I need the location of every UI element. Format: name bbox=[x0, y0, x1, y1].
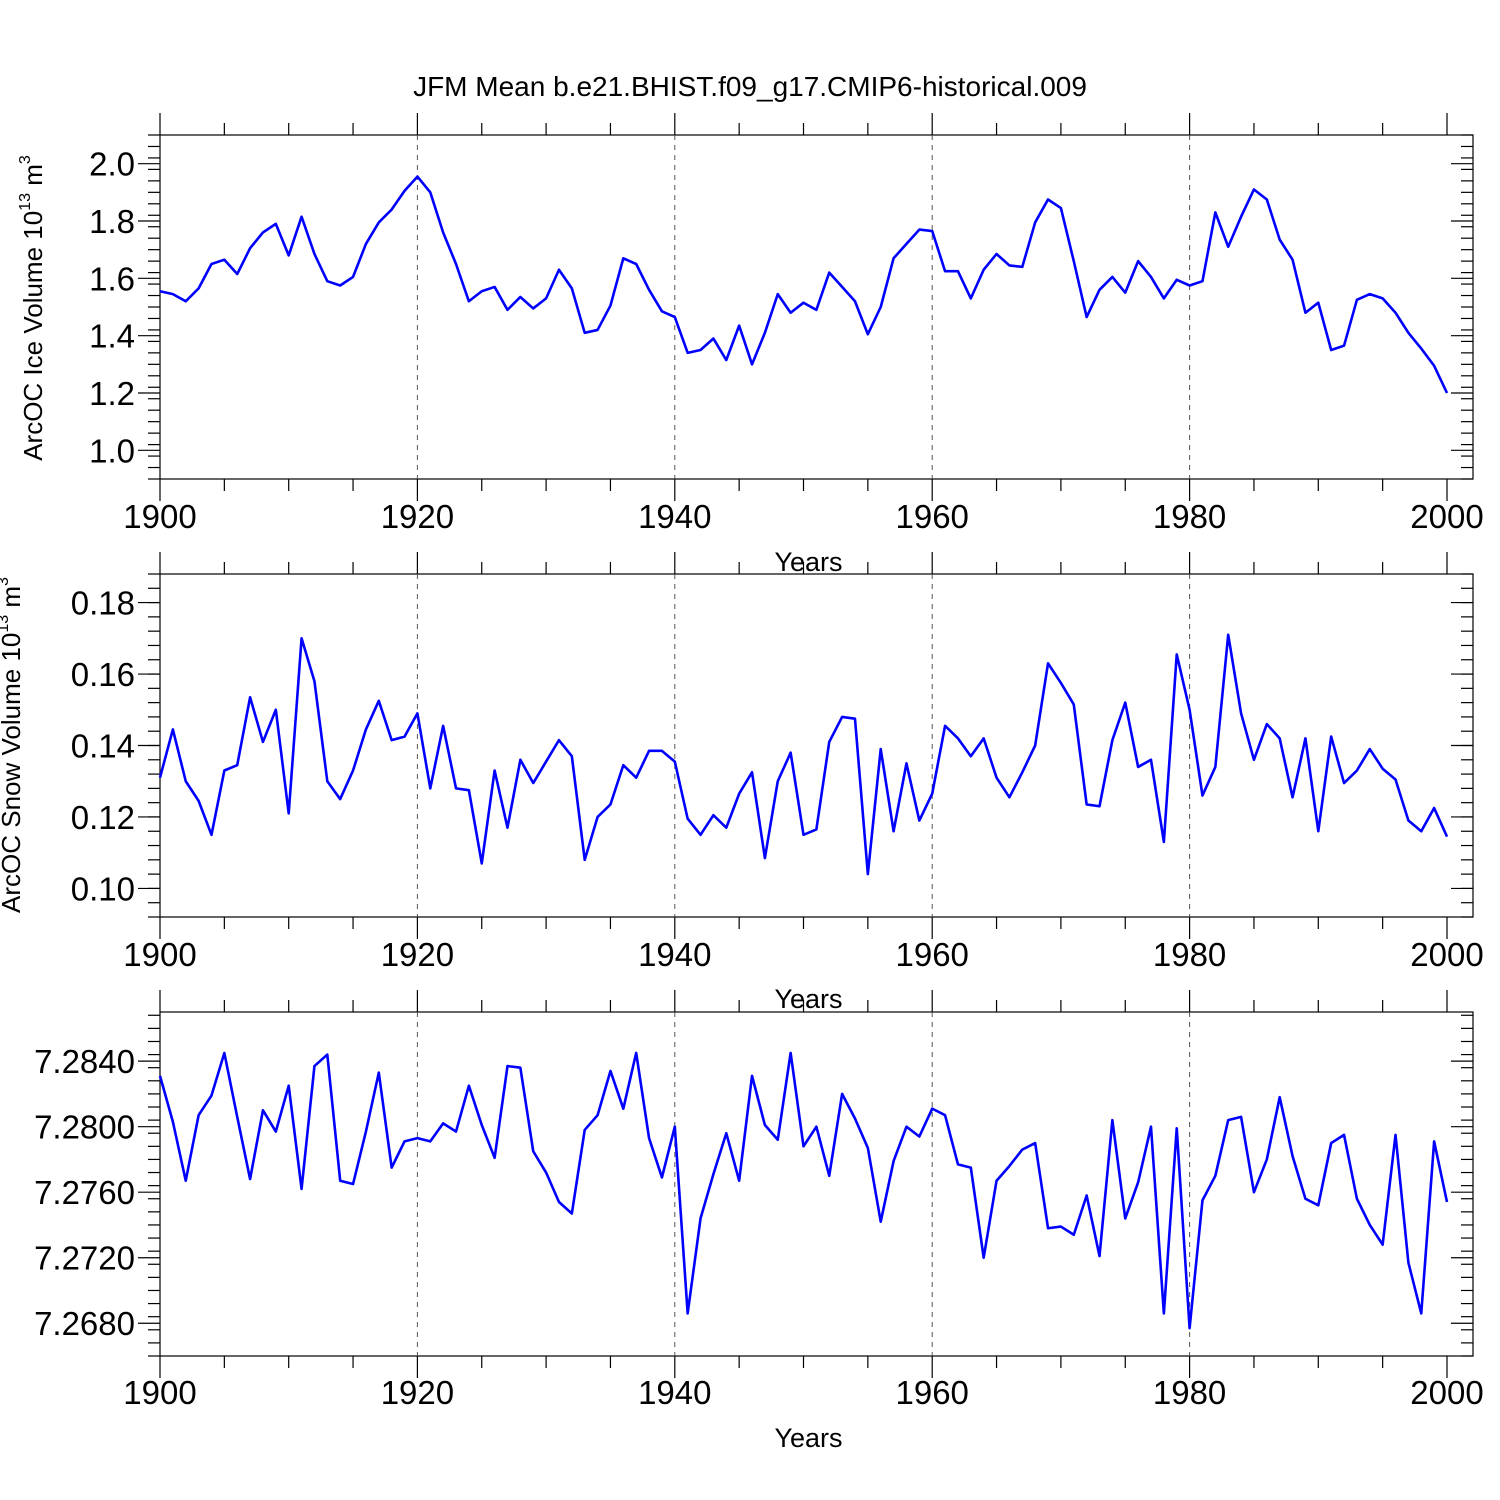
y-axis-label-exponent: 13 bbox=[17, 193, 34, 211]
x-tick-label: 1920 bbox=[381, 1374, 454, 1411]
x-tick-label: 1980 bbox=[1153, 1374, 1226, 1411]
x-axis-label: Years bbox=[774, 1423, 842, 1453]
x-tick-label: 2000 bbox=[1410, 1374, 1483, 1411]
y-axis-label-main: ArcOC Ice Volume 10 bbox=[18, 211, 48, 461]
y-tick-label: 1.2 bbox=[89, 375, 135, 412]
figure-title: JFM Mean b.e21.BHIST.f09_g17.CMIP6-histo… bbox=[413, 71, 1087, 102]
y-tick-label: 1.8 bbox=[89, 203, 135, 240]
series-line-third-series bbox=[158, 1051, 1449, 1330]
y-tick-label: 0.10 bbox=[71, 870, 135, 907]
x-tick-label: 1960 bbox=[895, 1374, 968, 1411]
series-line-snow-volume bbox=[158, 633, 1449, 876]
plot-frame bbox=[159, 573, 1474, 918]
x-tick-label: 1900 bbox=[123, 1374, 196, 1411]
y-tick-label: 1.0 bbox=[89, 432, 135, 469]
y-tick-label: 1.4 bbox=[89, 318, 135, 355]
x-axis-label: Years bbox=[774, 984, 842, 1014]
panel-third-series: 1900 1920 1940 1960 1980 2000 Years 7.2680 7.272… bbox=[34, 990, 1484, 1453]
y-axis-label-unit-exponent: 3 bbox=[0, 577, 12, 586]
y-tick-label: 2.0 bbox=[89, 146, 135, 183]
x-tick-label: 1940 bbox=[638, 498, 711, 535]
y-tick-label: 7.2680 bbox=[34, 1305, 135, 1342]
x-tick-label: 1920 bbox=[381, 936, 454, 973]
x-tick-label: 1920 bbox=[381, 498, 454, 535]
x-tick-label: 2000 bbox=[1410, 936, 1483, 973]
x-tick-label: 1960 bbox=[895, 498, 968, 535]
y-tick-label: 1.6 bbox=[89, 260, 135, 297]
y-tick-label: 0.12 bbox=[71, 799, 135, 836]
y-tick-label: 0.16 bbox=[71, 656, 135, 693]
x-tick-label: 1980 bbox=[1153, 498, 1226, 535]
series-line-ice-volume bbox=[159, 175, 1449, 394]
x-tick-label: 1900 bbox=[123, 936, 196, 973]
plot-frame bbox=[159, 1011, 1474, 1357]
y-axis-label-unit: m bbox=[0, 586, 26, 615]
x-tick-label: 1980 bbox=[1153, 936, 1226, 973]
y-tick-label: 0.18 bbox=[71, 585, 135, 622]
x-tick-label: 1900 bbox=[123, 498, 196, 535]
y-tick-label: 7.2840 bbox=[34, 1043, 135, 1080]
y-axis-label: ArcOC Ice Volume 1013 m3 bbox=[17, 155, 48, 461]
y-tick-label: 0.14 bbox=[71, 728, 135, 765]
x-tick-label: 1960 bbox=[895, 936, 968, 973]
y-axis-label-main: ArcOC Snow Volume 10 bbox=[0, 633, 26, 913]
panel-ice-volume: 1900 1920 1940 1960 1980 2000 Years 1.0 1.2 1.4 1.… bbox=[17, 113, 1484, 577]
x-tick-label: 1940 bbox=[638, 936, 711, 973]
x-tick-label: 1940 bbox=[638, 1374, 711, 1411]
y-tick-label: 7.2760 bbox=[34, 1174, 135, 1211]
panel-snow-volume: 1900 1920 1940 1960 1980 2000 Years 0.10 0.12 0.1… bbox=[0, 552, 1484, 1014]
y-axis-label-unit-exponent: 3 bbox=[17, 155, 34, 164]
y-tick-label: 7.2720 bbox=[34, 1240, 135, 1277]
x-axis-label: Years bbox=[774, 547, 842, 577]
y-axis-label-exponent: 13 bbox=[0, 615, 12, 633]
y-axis-label: ArcOC Snow Volume 1013 m3 bbox=[0, 577, 26, 913]
y-axis-label-unit: m bbox=[18, 164, 48, 193]
x-tick-label: 2000 bbox=[1410, 498, 1483, 535]
panels: 1900 1920 1940 1960 1980 2000 Years 1.0 1.2 1.4 1.… bbox=[0, 113, 1484, 1453]
y-tick-label: 7.2800 bbox=[34, 1109, 135, 1146]
